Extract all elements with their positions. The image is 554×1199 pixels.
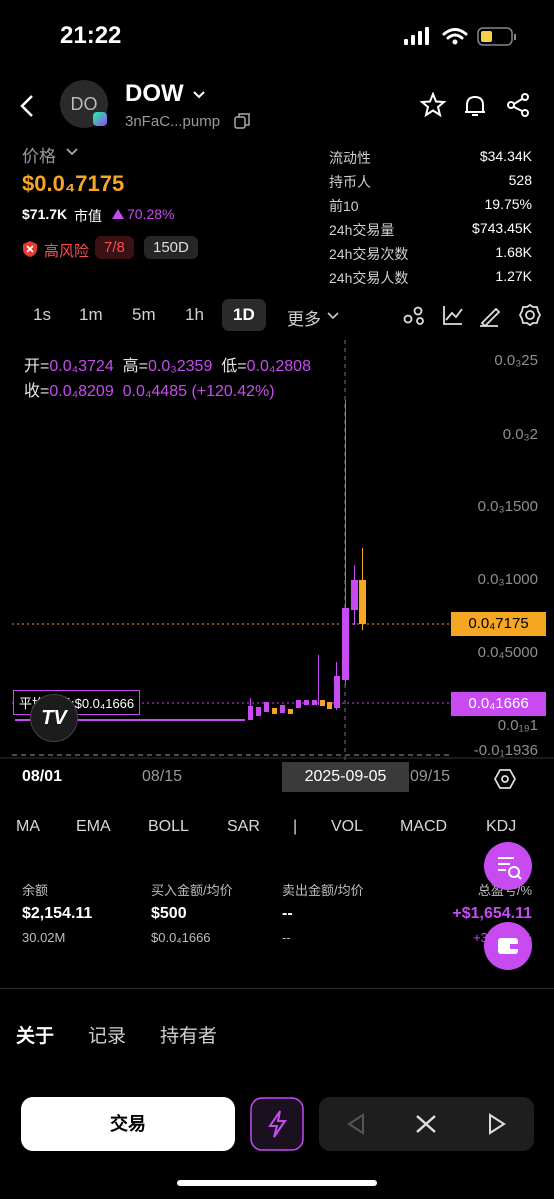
candles-down bbox=[272, 548, 366, 714]
tab[interactable]: 持有者 bbox=[160, 1026, 218, 1047]
ohlc-row-2: 收=0.0₄8209 0.0₄4485 (+120.42%) bbox=[24, 377, 275, 401]
timeframe-option[interactable]: 1s bbox=[33, 305, 51, 324]
tab[interactable]: 记录 bbox=[88, 1026, 127, 1047]
indicator-option[interactable]: BOLL bbox=[148, 818, 189, 835]
stat-value: $34.34K bbox=[479, 148, 532, 164]
indicator-option[interactable]: | bbox=[293, 818, 298, 835]
sell-avg: -- bbox=[282, 930, 291, 945]
ohlc-change: 0.0₄4485 (+120.42%) bbox=[122, 383, 275, 400]
timeframe-option[interactable]: 1m bbox=[79, 305, 103, 324]
price-axis-label: 0.0₃25 bbox=[494, 352, 538, 369]
stat-value: $743.45K bbox=[472, 220, 532, 236]
stat-value: 19.75% bbox=[484, 196, 532, 212]
timeframe-option[interactable]: 更多 bbox=[287, 310, 321, 329]
ohlc-label: 收= bbox=[24, 383, 50, 400]
indicator-option[interactable]: EMA bbox=[76, 818, 111, 835]
tradingview-logo: TV bbox=[30, 694, 78, 742]
ohlc-value: 0.0₃2359 bbox=[147, 358, 213, 375]
stat-label: 前10 bbox=[329, 198, 359, 214]
dropdown-icon bbox=[327, 312, 339, 320]
ohlc-value: 0.0₄3724 bbox=[49, 358, 114, 375]
indicator-option[interactable]: MA bbox=[16, 818, 40, 835]
token-price: $0.0₄7175 bbox=[22, 171, 125, 196]
indicator-option[interactable]: VOL bbox=[331, 818, 364, 835]
stat-label: 24h交易人数 bbox=[329, 270, 409, 286]
price-axis-label: 0.0₁₉1 bbox=[497, 717, 538, 734]
stat-label: 24h交易次数 bbox=[329, 246, 409, 262]
ohlc-label: 开= bbox=[24, 358, 50, 375]
ohlc-value: 0.0₄8209 bbox=[49, 383, 114, 400]
stat-label: 持币人 bbox=[329, 174, 371, 190]
sell-label: 卖出金额/均价 bbox=[282, 883, 364, 898]
price-change: 70.28% bbox=[127, 206, 175, 222]
balance-label: 余额 bbox=[22, 883, 49, 898]
date-axis-label: 08/15 bbox=[142, 768, 183, 785]
timeframe-active-bg bbox=[222, 299, 266, 331]
stat-label: 流动性 bbox=[329, 150, 371, 166]
stat-label: 24h交易量 bbox=[329, 222, 395, 238]
indicator-option[interactable]: MACD bbox=[400, 818, 448, 835]
indicator-option[interactable]: SAR bbox=[227, 818, 260, 835]
back-button[interactable] bbox=[18, 94, 38, 118]
floating-buttons[interactable] bbox=[484, 842, 534, 972]
indicator-option[interactable]: KDJ bbox=[486, 818, 517, 835]
price-axis-label: -0.0₁1936 bbox=[473, 742, 538, 759]
date-axis-label: 09/15 bbox=[410, 768, 451, 785]
home-indicator bbox=[177, 1180, 377, 1186]
timeframe-option[interactable]: 1D bbox=[233, 305, 255, 324]
balance: $2,154.11 bbox=[22, 905, 93, 922]
buy-avg: $0.0₄1666 bbox=[151, 930, 211, 945]
current-price-tag: 0.0₄7175 bbox=[451, 612, 546, 636]
timeframe-option[interactable]: 1h bbox=[185, 305, 204, 324]
market-cap: $71.7K bbox=[22, 206, 68, 222]
stat-value: 528 bbox=[508, 172, 532, 188]
crosshair-date: 2025-09-05 bbox=[282, 762, 409, 792]
status-icons bbox=[404, 27, 516, 46]
price-axis-label: 0.0₃2 bbox=[502, 426, 538, 443]
price-axis-label: 0.0₃1500 bbox=[477, 498, 538, 515]
candles bbox=[15, 400, 358, 721]
candlestick-chart bbox=[0, 340, 554, 760]
risk-icon bbox=[23, 241, 37, 257]
balance-tokens: 30.02M bbox=[22, 930, 66, 945]
copy-icon[interactable] bbox=[234, 113, 250, 129]
timeframe-option[interactable]: 5m bbox=[132, 305, 156, 324]
risk-score: 7/8 bbox=[95, 236, 134, 259]
buy-label: 买入金额/均价 bbox=[151, 883, 233, 898]
status-time: 21:22 bbox=[60, 22, 122, 49]
tab[interactable]: 关于 bbox=[16, 1026, 55, 1047]
token-symbol[interactable]: DOW bbox=[125, 80, 184, 107]
dropdown-icon bbox=[193, 91, 205, 99]
ohlc-value: 0.0₄2808 bbox=[246, 358, 311, 375]
token-address: 3nFaC...pump bbox=[125, 113, 221, 130]
stat-value: 1.68K bbox=[495, 244, 532, 260]
price-label: 价格 bbox=[22, 147, 56, 166]
ohlc-row-1: 开=0.0₄3724 高=0.0₃2359 低=0.0₄2808 bbox=[24, 352, 311, 376]
chart-tools[interactable] bbox=[402, 303, 544, 327]
stat-value: 1.27K bbox=[495, 268, 532, 284]
navigation-controls[interactable] bbox=[319, 1097, 534, 1151]
up-triangle bbox=[112, 209, 124, 219]
ohlc-label: 低= bbox=[221, 358, 247, 375]
trade-button[interactable]: 交易 bbox=[21, 1097, 235, 1151]
chart-settings-icon[interactable] bbox=[494, 768, 516, 790]
avg-price-tag: 0.0₄1666 bbox=[451, 692, 546, 716]
buy-amount: $500 bbox=[151, 905, 187, 922]
price-axis-label: 0.0₃1000 bbox=[477, 571, 538, 588]
date-axis-label: 08/01 bbox=[22, 768, 63, 785]
sell-amount: -- bbox=[282, 905, 293, 922]
ohlc-label: 高= bbox=[122, 358, 148, 375]
pnl: +$1,654.11 bbox=[452, 905, 532, 922]
token-age: 150D bbox=[144, 236, 198, 259]
dropdown-icon bbox=[66, 148, 78, 156]
chain-icon bbox=[93, 112, 107, 126]
price-axis-label: 0.0₄5000 bbox=[477, 644, 538, 661]
market-cap-label: 市值 bbox=[74, 208, 102, 224]
risk-label: 高风险 bbox=[44, 243, 90, 260]
header-actions[interactable] bbox=[420, 92, 530, 118]
quick-trade-button[interactable] bbox=[250, 1097, 304, 1151]
divider bbox=[0, 988, 554, 989]
